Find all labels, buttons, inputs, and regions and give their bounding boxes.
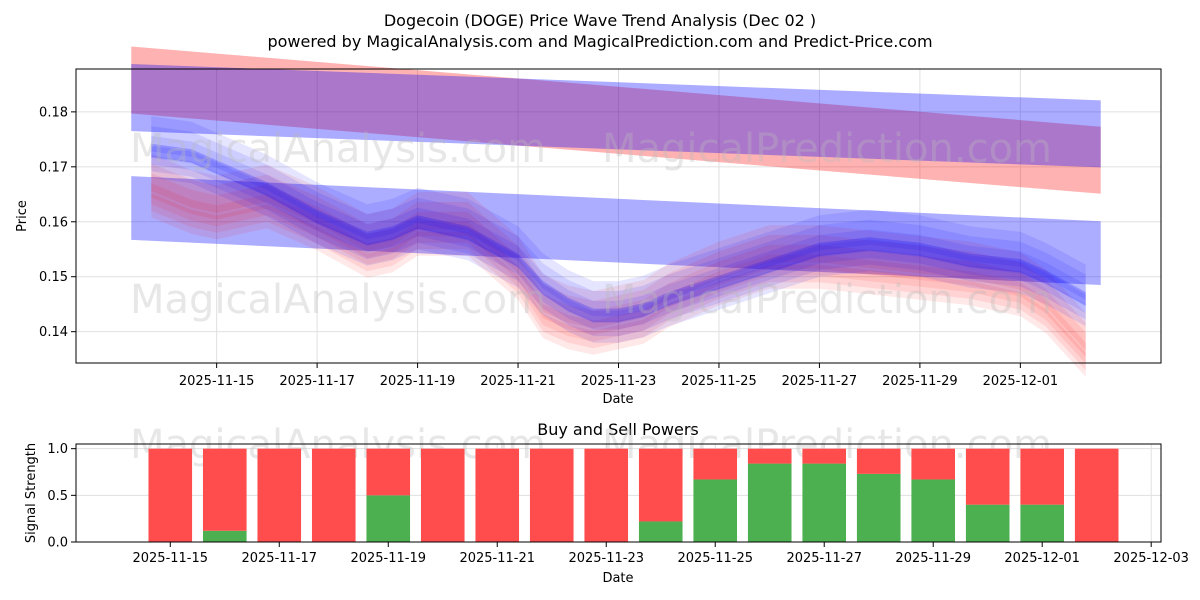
price-y-ticks: 0.14 0.15 0.16 0.17 0.18 bbox=[39, 105, 76, 340]
sell-bar bbox=[475, 448, 520, 542]
wave-band-red bbox=[151, 193, 1086, 377]
price-x-tick-label: 2025-11-23 bbox=[581, 374, 657, 389]
signal-bars bbox=[148, 448, 1119, 542]
long-band-blue bbox=[131, 64, 1101, 168]
price-y-tick-label: 0.16 bbox=[39, 215, 68, 230]
buy-bar bbox=[202, 530, 247, 542]
signal-x-tick-label: 2025-11-15 bbox=[132, 551, 208, 566]
price-y-tick-label: 0.15 bbox=[39, 270, 68, 285]
signal-y-tick-label: 0.5 bbox=[47, 489, 68, 504]
price-y-tick-label: 0.17 bbox=[39, 160, 68, 175]
wave-band-red bbox=[151, 163, 1086, 357]
signal-x-tick-label: 2025-11-19 bbox=[350, 551, 426, 566]
sell-bar bbox=[529, 448, 574, 542]
buy-bar bbox=[693, 479, 738, 542]
wave-band-red bbox=[151, 153, 1086, 351]
sell-bar bbox=[638, 448, 683, 522]
wave-band-red bbox=[151, 183, 1086, 371]
price-y-tick-label: 0.18 bbox=[39, 105, 68, 120]
signal-x-tick-label: 2025-11-29 bbox=[895, 551, 971, 566]
sell-bar bbox=[366, 448, 411, 496]
price-x-tick-label: 2025-11-25 bbox=[681, 374, 757, 389]
price-bands bbox=[131, 46, 1101, 377]
watermark-analysis-mid: MagicalAnalysis.com bbox=[130, 277, 546, 323]
price-x-tick-label: 2025-11-21 bbox=[480, 374, 556, 389]
sell-bar bbox=[856, 448, 901, 474]
price-x-tick-label: 2025-11-15 bbox=[179, 374, 255, 389]
price-y-tick-label: 0.14 bbox=[39, 325, 68, 340]
sell-bar bbox=[802, 448, 847, 464]
signal-x-tick-label: 2025-12-01 bbox=[1004, 551, 1080, 566]
sell-bar bbox=[257, 448, 302, 542]
wave-band-blue bbox=[151, 155, 1086, 343]
price-x-tick-label: 2025-12-01 bbox=[983, 374, 1059, 389]
chart-subtitle: powered by MagicalAnalysis.com and Magic… bbox=[267, 32, 932, 51]
watermark-prediction-mid: MagicalPrediction.com bbox=[602, 277, 1052, 323]
watermark-analysis-top: MagicalAnalysis.com bbox=[130, 126, 546, 172]
long-band-red bbox=[131, 46, 1101, 194]
sell-bar bbox=[747, 448, 792, 464]
sell-bar bbox=[420, 448, 465, 542]
chart-title: Dogecoin (DOGE) Price Wave Trend Analysi… bbox=[384, 11, 816, 30]
sell-bar bbox=[911, 448, 956, 480]
signal-x-axis-label: Date bbox=[602, 571, 633, 586]
signal-x-ticks: 2025-11-15 2025-11-17 2025-11-19 2025-11-21… bbox=[132, 542, 1189, 566]
buy-bar bbox=[911, 479, 956, 542]
buy-bar bbox=[965, 504, 1010, 542]
signal-x-tick-label: 2025-12-03 bbox=[1113, 551, 1189, 566]
price-x-tick-label: 2025-11-29 bbox=[882, 374, 958, 389]
sell-bar bbox=[1074, 448, 1119, 542]
sell-bar bbox=[965, 448, 1010, 505]
signal-panel: Buy and Sell Powers MagicalAnalysis.com … bbox=[24, 420, 1189, 586]
price-y-axis-label: Price bbox=[15, 200, 30, 232]
signal-x-tick-label: 2025-11-25 bbox=[677, 551, 753, 566]
price-x-tick-label: 2025-11-17 bbox=[279, 374, 355, 389]
wave-band-blue bbox=[151, 145, 1086, 337]
sell-bar bbox=[148, 448, 193, 542]
price-grid bbox=[76, 69, 1161, 363]
buy-bar bbox=[1020, 504, 1064, 542]
signal-x-tick-label: 2025-11-17 bbox=[241, 551, 317, 566]
buy-bar bbox=[802, 463, 847, 542]
signal-y-axis-label: Signal Strength bbox=[24, 443, 39, 543]
price-x-axis-label: Date bbox=[602, 392, 633, 407]
wave-band-blue bbox=[151, 126, 1086, 323]
signal-plot-frame bbox=[75, 443, 1162, 543]
sell-bar bbox=[1020, 448, 1064, 505]
signal-x-tick-label: 2025-11-23 bbox=[568, 551, 644, 566]
buy-bar bbox=[856, 473, 901, 542]
sell-bar bbox=[584, 448, 629, 542]
buy-bar bbox=[747, 463, 792, 542]
price-x-ticks: 2025-11-15 2025-11-17 2025-11-19 2025-11-21… bbox=[179, 363, 1058, 389]
watermark-prediction-top: MagicalPrediction.com bbox=[602, 126, 1052, 172]
signal-x-tick-label: 2025-11-21 bbox=[459, 551, 535, 566]
sell-bar bbox=[311, 448, 356, 542]
signal-y-tick-label: 0.0 bbox=[47, 536, 68, 551]
regression-band-blue bbox=[131, 176, 1101, 285]
signal-y-ticks: 0.0 0.5 1.0 bbox=[47, 442, 76, 551]
price-x-tick-label: 2025-11-27 bbox=[782, 374, 858, 389]
sell-bar bbox=[202, 448, 247, 531]
signal-x-tick-label: 2025-11-27 bbox=[786, 551, 862, 566]
buy-bar bbox=[638, 521, 683, 542]
signal-y-tick-label: 1.0 bbox=[47, 442, 68, 457]
signal-title: Buy and Sell Powers bbox=[537, 420, 699, 439]
wave-band-blue bbox=[151, 116, 1086, 317]
wave-band-red bbox=[151, 173, 1086, 364]
wave-band-blue bbox=[151, 136, 1086, 330]
price-panel: MagicalAnalysis.com MagicalPrediction.co… bbox=[15, 46, 1162, 407]
sell-bar bbox=[693, 448, 738, 480]
buy-bar bbox=[366, 495, 411, 542]
price-x-tick-label: 2025-11-19 bbox=[380, 374, 456, 389]
